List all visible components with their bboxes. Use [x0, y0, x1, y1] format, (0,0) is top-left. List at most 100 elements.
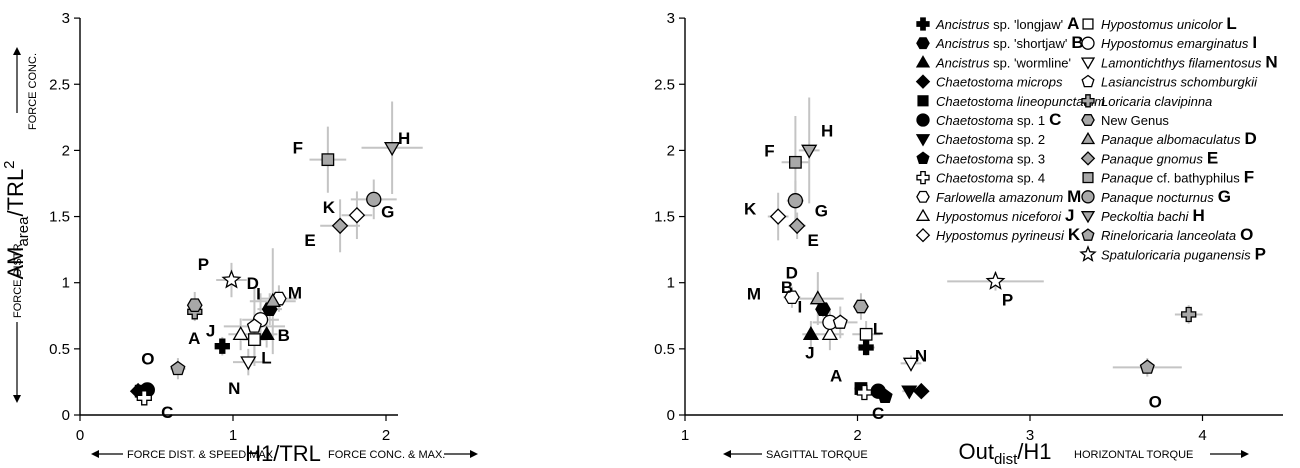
- legend-marker-J: [915, 208, 931, 221]
- legend-entry-A: Ancistrus sp. 'longjaw' A: [935, 14, 1079, 33]
- left-x-note-right: FORCE CONC. & MAX.: [328, 449, 445, 461]
- left-point-J: [232, 325, 249, 341]
- legend-entry-italic: Chaetostoma: [936, 151, 1013, 166]
- right-x-tick-label: 1: [681, 427, 689, 444]
- right-point-A: [858, 339, 874, 356]
- legend-entry-sp4: Chaetostoma sp. 4: [936, 171, 1045, 186]
- right-point-newgenus: [853, 299, 869, 314]
- right-x-axis-label: Outdist/H1: [958, 439, 1051, 468]
- legend-entry-letter: C: [1049, 110, 1061, 129]
- right-x-note-left: SAGITTAL TORQUE: [766, 449, 868, 461]
- legend-entry-microps: Chaetostoma microps: [936, 75, 1063, 90]
- left-point-N: [240, 356, 257, 371]
- legend-entry-K: Hypostomus pyrineusi K: [936, 225, 1081, 244]
- right-point-K: [769, 208, 787, 225]
- left-y-note-top-arrowhead: [13, 47, 21, 55]
- left-y-tick-label: 1.5: [49, 209, 70, 226]
- legend-entry-rest: sp. 'wormline': [989, 55, 1071, 70]
- legend-entry-N: Lamontichthys filamentosus N: [1101, 52, 1278, 71]
- legend-entry-italic: Rineloricaria lanceolata: [1101, 228, 1236, 243]
- legend-marker-C: [916, 113, 930, 127]
- legend-marker-lasi: [1081, 74, 1095, 88]
- left-point-wormline: [258, 325, 275, 341]
- legend-entry-lori: Loricaria clavipinna: [1101, 94, 1212, 109]
- right-point-label-E: E: [807, 231, 818, 250]
- legend-entry-letter: A: [1067, 14, 1079, 33]
- right-x-note-right-arrowhead: [1241, 450, 1249, 458]
- legend-entry-italic: Chaetostoma: [936, 132, 1013, 147]
- right-y-tick-label: 0.5: [654, 341, 675, 358]
- legend-entry-italic: Peckoltia bachi: [1101, 209, 1190, 224]
- right-y-tick-label: 2.5: [654, 76, 675, 93]
- legend-marker-sp3: [916, 151, 930, 165]
- left-point-label-I: I: [256, 285, 261, 304]
- left-y-label-main: AM: [3, 247, 28, 280]
- right-point-label-A: A: [830, 367, 842, 386]
- legend-entry-rest: New Genus: [1101, 113, 1169, 128]
- legend-marker-G: [1081, 190, 1095, 204]
- left-point-label-J: J: [206, 321, 215, 340]
- left-point-label-N: N: [228, 379, 240, 398]
- right-y-tick-label: 0: [667, 407, 675, 424]
- legend-marker-A: [916, 17, 930, 31]
- legend-entry-M: Farlowella amazonum M: [936, 187, 1081, 206]
- right-x-label-rest: /H1: [1017, 439, 1051, 464]
- right-point-label-F: F: [764, 141, 774, 160]
- legend-entry-wormline: Ancistrus sp. 'wormline': [935, 55, 1071, 70]
- legend-entry-italic: Panaque: [1101, 171, 1153, 186]
- left-chart-error-bars: [135, 101, 423, 402]
- legend-entry-italic: Hypostomus emarginatus: [1101, 36, 1249, 51]
- legend-entry-J: Hypostomus niceforoi J: [936, 206, 1074, 225]
- right-point-microps: [913, 382, 930, 400]
- legend-entry-H: Peckoltia bachi H: [1101, 206, 1205, 225]
- legend-entry-italic: Lamontichthys filamentosus: [1101, 55, 1262, 70]
- legend-entry-sp3: Chaetostoma sp. 3: [936, 151, 1045, 166]
- right-point-lasi: [832, 314, 848, 329]
- left-point-label-D: D: [247, 274, 259, 293]
- right-point-H: [801, 144, 818, 159]
- legend-marker-N: [1080, 57, 1096, 70]
- legend-entry-letter: P: [1255, 244, 1266, 263]
- right-y-tick-label: 1.5: [654, 209, 675, 226]
- legend-entry-rest: sp. 4: [1013, 171, 1045, 186]
- legend-marker-sp4: [916, 170, 930, 185]
- legend-entry-italic: Chaetostoma: [936, 171, 1013, 186]
- legend-entry-rest: cf. bathyphilus: [1153, 171, 1240, 186]
- legend-marker-newgenus: [1081, 114, 1095, 126]
- left-point-H: [383, 142, 401, 157]
- left-chart-marks: [129, 142, 401, 406]
- right-point-wormline: [802, 325, 820, 341]
- legend-entry-italic: Panaque gnomus: [1101, 151, 1203, 166]
- right-point-sp3: [877, 388, 893, 403]
- legend-entry-rest: sp. 'longjaw': [989, 17, 1063, 32]
- legend-entry-sp2: Chaetostoma sp. 2: [936, 132, 1045, 147]
- left-y-tick-label: 2.5: [49, 76, 70, 93]
- right-point-label-I: I: [798, 297, 803, 316]
- right-x-tick-label: 2: [853, 427, 861, 444]
- left-chart-ticks: 0 1 2 0 0.5 1 1.5 2 2.5 3: [49, 10, 390, 444]
- left-point-label-L: L: [261, 349, 271, 368]
- right-point-label-B: B: [781, 278, 793, 297]
- left-point-F: [321, 153, 335, 167]
- right-point-E: [788, 217, 806, 235]
- left-y-axis-label: AMarea/TRL2: [1, 160, 32, 279]
- right-point-sp4: [856, 384, 873, 401]
- left-point-lasi: [246, 318, 262, 333]
- legend-marker-I: [1081, 36, 1095, 50]
- legend-entry-italic: Farlowella amazonum: [936, 190, 1063, 205]
- right-point-L: [859, 327, 873, 341]
- right-point-N: [902, 357, 920, 372]
- legend-entry-E: Panaque gnomus E: [1101, 148, 1218, 167]
- legend-entry-italic: Chaetostoma: [936, 113, 1013, 128]
- right-point-label-P: P: [1002, 290, 1013, 309]
- left-point-label-O: O: [141, 350, 154, 369]
- legend-entry-italic: Chaetostoma microps: [936, 75, 1063, 90]
- legend-entry-letter: N: [1265, 52, 1277, 71]
- legend-entry-L: Hypostomus unicolor L: [1101, 14, 1237, 33]
- left-y-tick-label: 0: [62, 407, 70, 424]
- left-y-tick-label: 0.5: [49, 341, 70, 358]
- left-point-label-M: M: [288, 284, 302, 303]
